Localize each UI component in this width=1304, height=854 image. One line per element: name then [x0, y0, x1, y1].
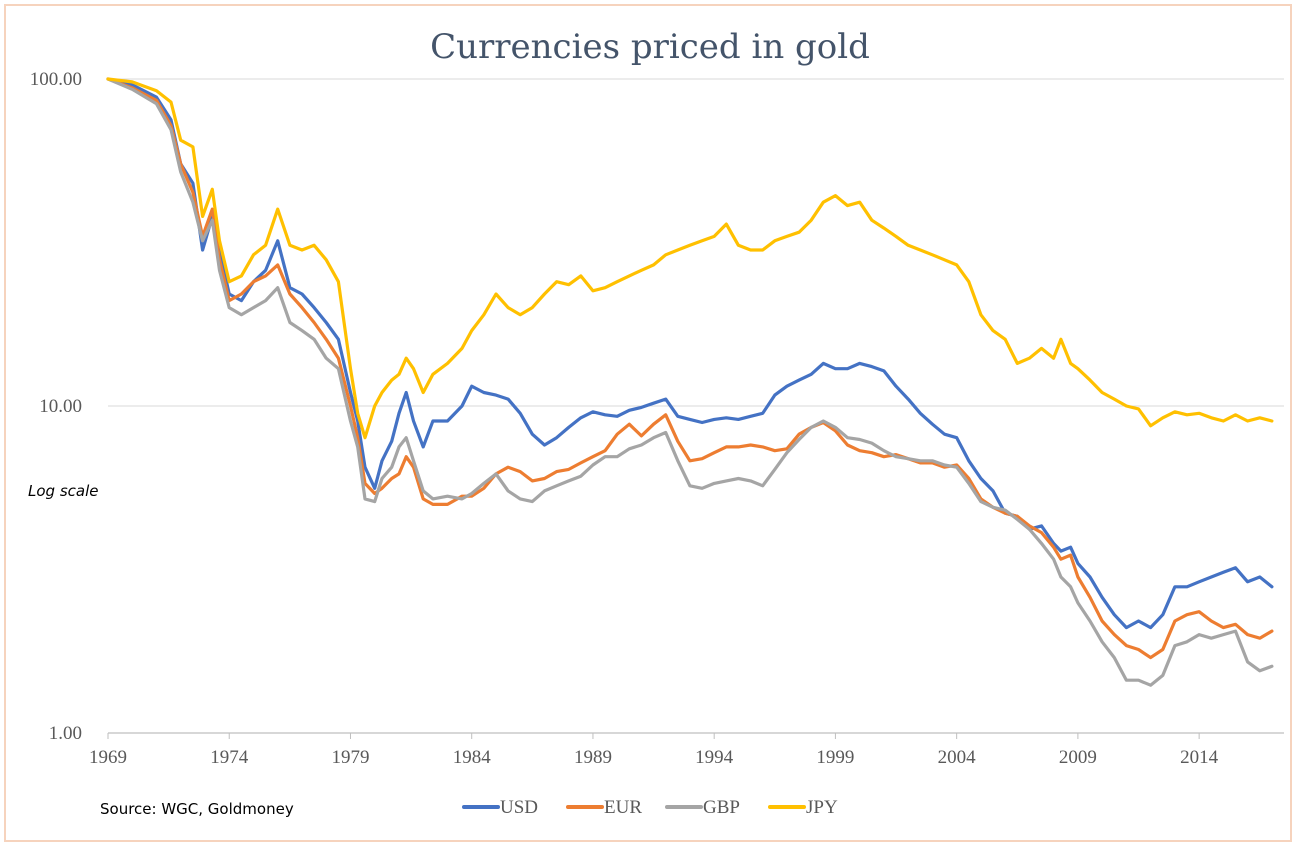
x-tick-label: 2009 — [1059, 747, 1097, 768]
chart-frame: Currencies priced in gold 100.00 10.00 1.0… — [4, 4, 1292, 842]
x-tick-label: 1979 — [331, 747, 369, 768]
x-tick-label: 1994 — [695, 747, 734, 768]
x-tick-label: 1984 — [453, 747, 492, 768]
x-tick-label: 1999 — [816, 747, 854, 768]
axis-layer: 100.00 10.00 1.00 1969 1974 1979 1984 1989 1994 1… — [30, 69, 1284, 768]
x-tick-label: 2014 — [1180, 747, 1219, 768]
y-tick-label: 100.00 — [30, 69, 82, 90]
legend: USD EUR GBP JPY — [462, 797, 838, 818]
legend-label-usd: USD — [500, 797, 538, 818]
chart-canvas: Currencies priced in gold 100.00 10.00 1.0… — [28, 27, 1284, 818]
y-tick-label: 1.00 — [49, 723, 82, 744]
series-line-gbp — [106, 77, 1274, 687]
legend-label-eur: EUR — [604, 797, 642, 818]
source-note: Source: WGC, Goldmoney — [100, 800, 294, 818]
series-line-eur — [106, 77, 1274, 660]
grid-layer — [108, 78, 1284, 407]
series-line-jpy — [106, 77, 1274, 440]
x-tick-label: 1974 — [210, 747, 249, 768]
x-tick-label: 1989 — [574, 747, 612, 768]
series-layer — [106, 77, 1274, 687]
x-tick-label: 2004 — [938, 747, 977, 768]
chart-title: Currencies priced in gold — [430, 27, 870, 67]
legend-label-gbp: GBP — [703, 797, 740, 818]
x-tick-label: 1969 — [89, 747, 127, 768]
legend-label-jpy: JPY — [806, 797, 838, 818]
series-line-usd — [106, 77, 1274, 630]
y-tick-label: 10.00 — [39, 396, 82, 417]
log-scale-note: Log scale — [28, 482, 98, 500]
